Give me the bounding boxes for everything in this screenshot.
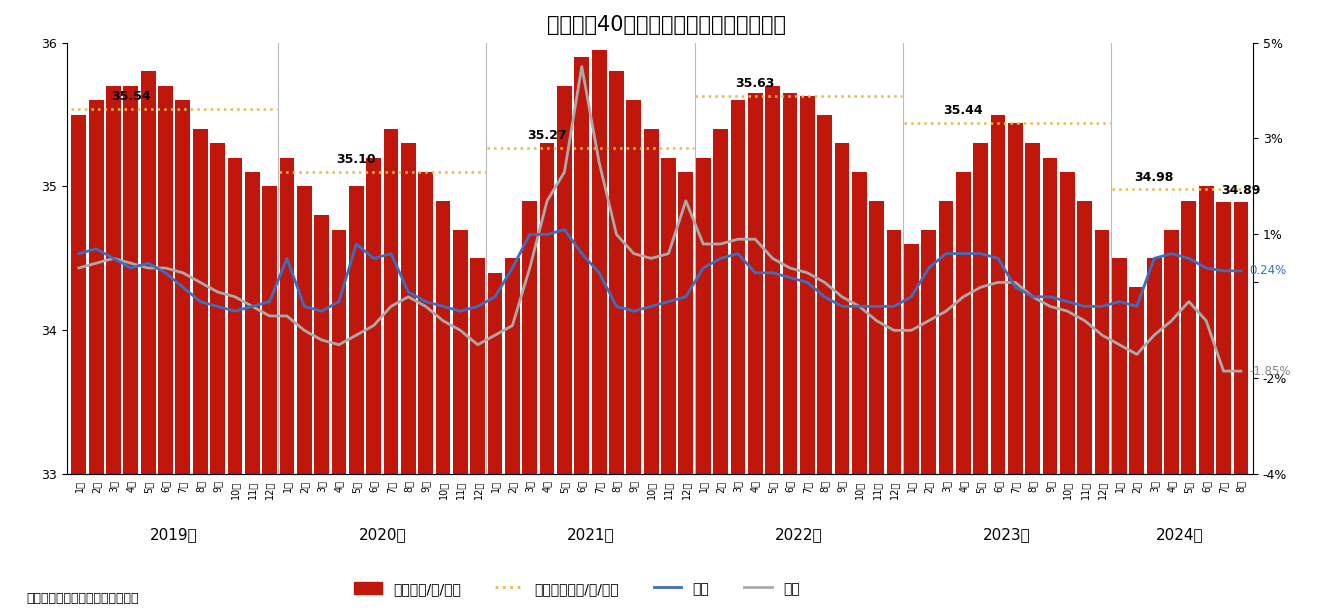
Bar (938, 201, 953, 474)
Bar (436, 201, 451, 474)
Bar (1042, 157, 1057, 474)
Bar (228, 157, 243, 474)
Bar (332, 230, 347, 474)
Bar (782, 93, 797, 474)
Bar (176, 100, 191, 474)
Text: 35.27: 35.27 (528, 129, 567, 142)
Bar (453, 230, 468, 474)
Bar (956, 172, 970, 474)
Bar (904, 244, 918, 474)
Bar (765, 86, 780, 474)
Bar (297, 187, 312, 474)
Text: 34.98: 34.98 (1134, 171, 1174, 184)
Bar (1146, 258, 1161, 474)
Text: 35.63: 35.63 (736, 77, 774, 90)
Text: 0.24%: 0.24% (1249, 264, 1286, 277)
Bar (1008, 123, 1022, 474)
Bar (141, 71, 156, 474)
Text: 34.89: 34.89 (1221, 184, 1261, 196)
Bar (713, 129, 728, 474)
Bar (730, 100, 745, 474)
Text: 图：全国40个大中城市租金均价月度走势: 图：全国40个大中城市租金均价月度走势 (547, 15, 786, 35)
Bar (505, 258, 520, 474)
Bar (1129, 287, 1144, 474)
Bar (748, 93, 762, 474)
Bar (159, 86, 173, 474)
Bar (1181, 201, 1196, 474)
Text: 2019年: 2019年 (151, 527, 199, 542)
Bar (557, 86, 572, 474)
Bar (575, 57, 589, 474)
Bar (124, 86, 139, 474)
Bar (401, 143, 416, 474)
Bar (315, 215, 329, 474)
Bar (471, 258, 485, 474)
Bar (644, 129, 659, 474)
Bar (661, 157, 676, 474)
Bar (89, 100, 104, 474)
Bar (678, 172, 693, 474)
Text: -1.85%: -1.85% (1249, 365, 1292, 378)
Bar (1094, 230, 1109, 474)
Text: 2021年: 2021年 (567, 527, 615, 542)
Bar (869, 201, 884, 474)
Legend: 租金（元/㎡/月）, 月均租金（元/㎡/月）, 环比, 同比: 租金（元/㎡/月）, 月均租金（元/㎡/月）, 环比, 同比 (348, 576, 805, 601)
Bar (886, 230, 901, 474)
Bar (280, 157, 295, 474)
Bar (488, 273, 503, 474)
Text: 数据来源：麟评居住大数据研究院: 数据来源：麟评居住大数据研究院 (27, 592, 139, 605)
Text: 35.54: 35.54 (111, 90, 151, 103)
Bar (592, 50, 607, 474)
Bar (263, 187, 277, 474)
Text: 35.44: 35.44 (944, 105, 984, 117)
Bar (627, 100, 641, 474)
Bar (834, 143, 849, 474)
Bar (72, 114, 87, 474)
Text: 2020年: 2020年 (359, 527, 407, 542)
Bar (1216, 202, 1230, 474)
Bar (921, 230, 936, 474)
Bar (852, 172, 866, 474)
Bar (107, 86, 121, 474)
Bar (245, 172, 260, 474)
Bar (523, 201, 537, 474)
Bar (384, 129, 399, 474)
Bar (193, 129, 208, 474)
Bar (419, 172, 433, 474)
Bar (1198, 187, 1213, 474)
Bar (696, 157, 710, 474)
Bar (1025, 143, 1040, 474)
Text: 2022年: 2022年 (774, 527, 822, 542)
Bar (540, 143, 555, 474)
Bar (1233, 202, 1248, 474)
Bar (609, 71, 624, 474)
Bar (211, 143, 225, 474)
Bar (973, 143, 988, 474)
Bar (1112, 258, 1126, 474)
Bar (1164, 230, 1178, 474)
Bar (1060, 172, 1074, 474)
Bar (1077, 201, 1092, 474)
Bar (800, 96, 814, 474)
Bar (349, 187, 364, 474)
Bar (367, 157, 381, 474)
Bar (990, 114, 1005, 474)
Bar (817, 114, 832, 474)
Text: 2023年: 2023年 (982, 527, 1030, 542)
Text: 35.10: 35.10 (336, 153, 376, 167)
Text: 2024年: 2024年 (1156, 527, 1204, 542)
